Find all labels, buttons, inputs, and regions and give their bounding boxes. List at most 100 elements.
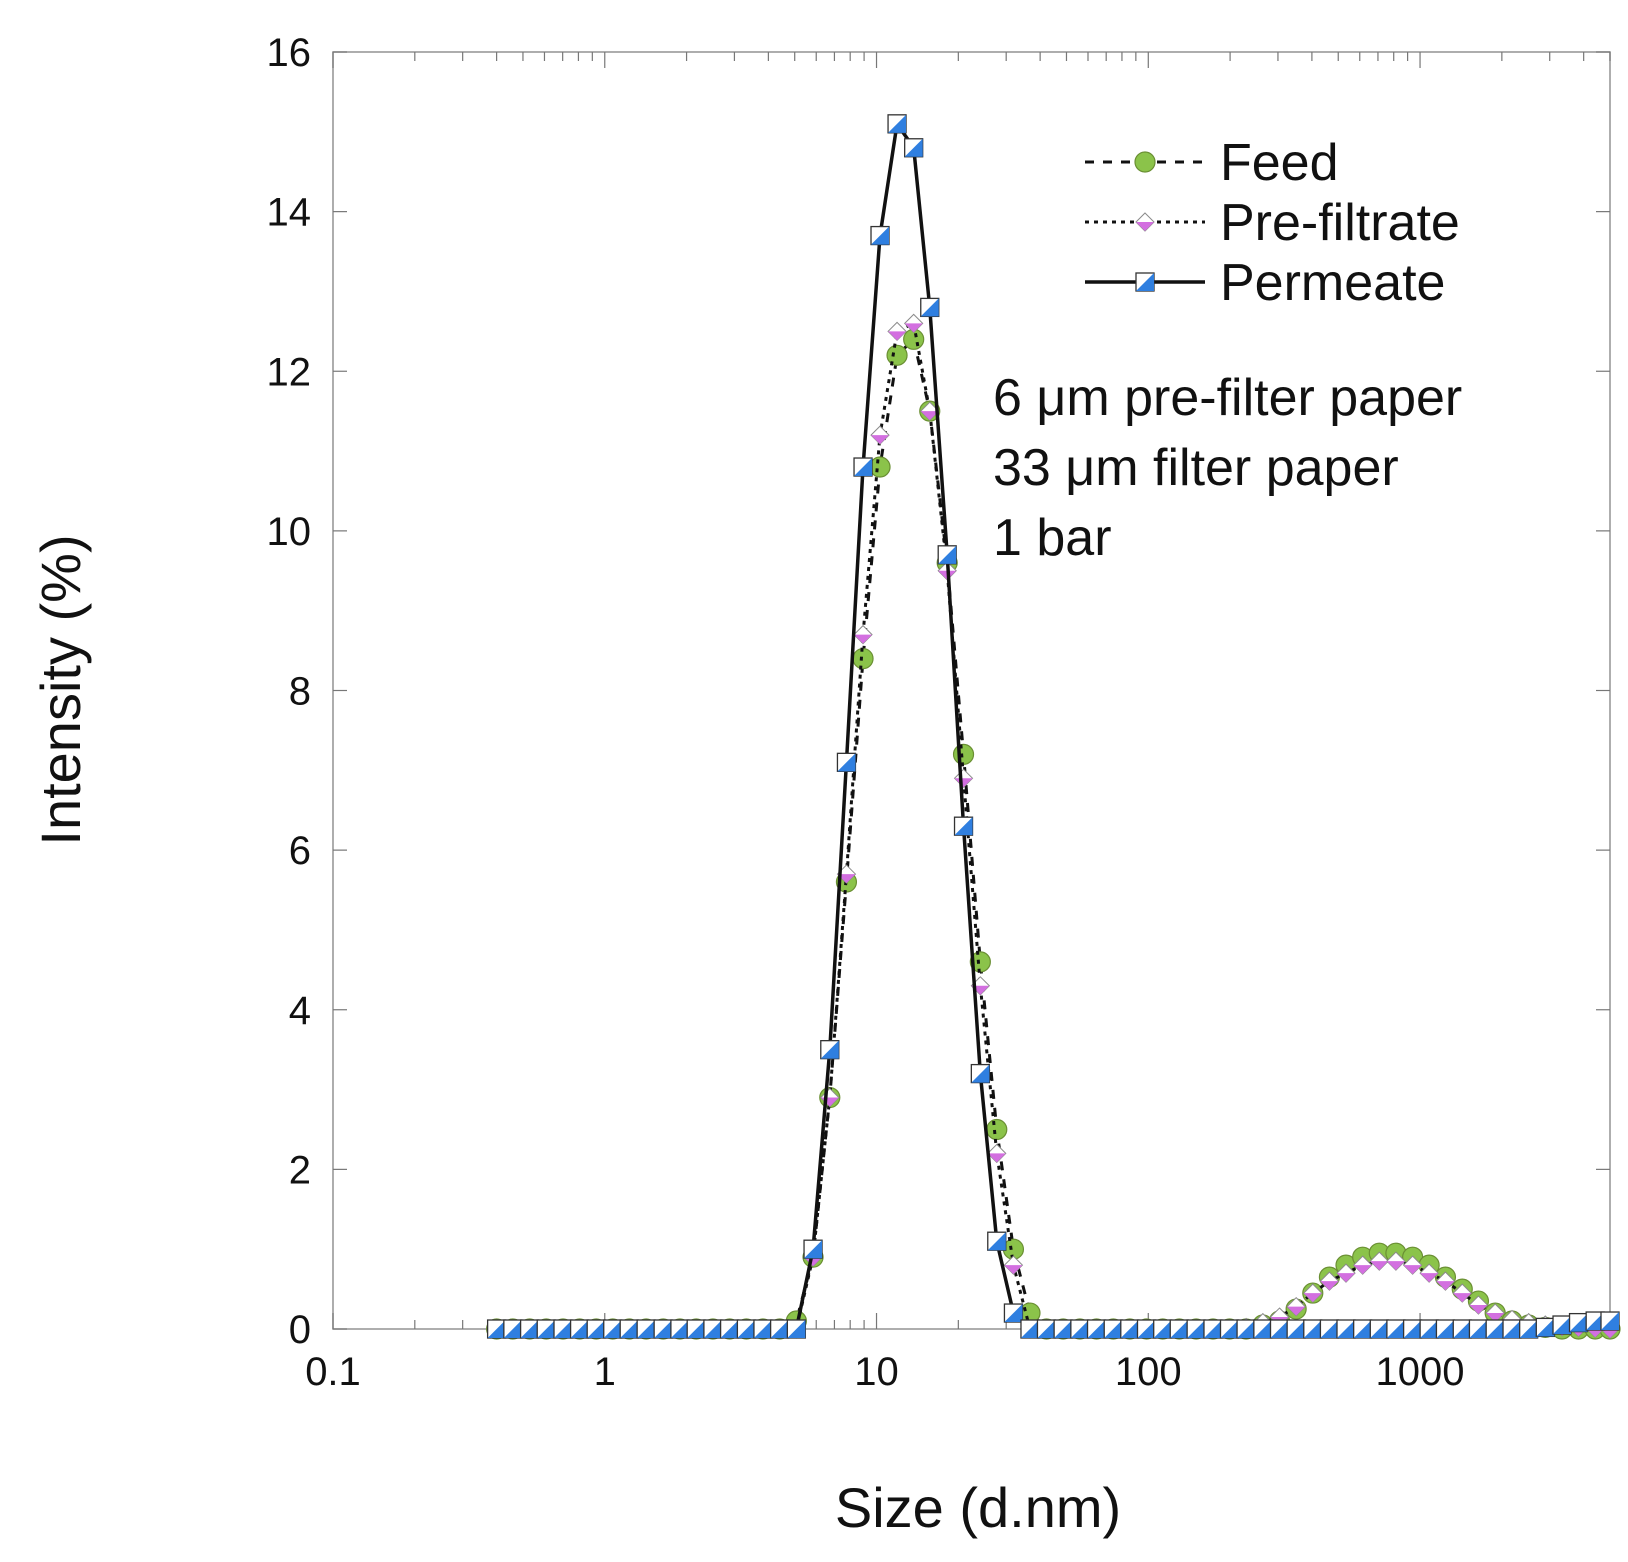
data-point-fill: [787, 1320, 806, 1338]
data-point-fill: [804, 1257, 823, 1267]
data-point-fill: [1153, 1320, 1172, 1338]
series-permeate: [486, 114, 1620, 1339]
y-tick-label: 4: [289, 989, 311, 1033]
data-point-fill: [904, 323, 923, 333]
y-tick-label: 6: [289, 829, 311, 873]
annotation-text: 33 μm filter paper: [993, 439, 1399, 497]
data-point-fill: [1337, 1320, 1356, 1338]
data-point-fill: [1486, 1313, 1505, 1323]
y-tick-label: 16: [267, 31, 312, 75]
data-point-fill: [1353, 1265, 1372, 1275]
data-point-fill: [620, 1320, 639, 1338]
data-point-fill: [1586, 1312, 1605, 1331]
data-point-fill: [1436, 1281, 1455, 1291]
x-axis-title: Size (d.nm): [835, 1476, 1121, 1539]
data-point-fill: [1436, 1320, 1455, 1338]
annotations: 6 μm pre-filter paper 33 μm filter paper 1…: [993, 369, 1462, 567]
data-point-fill: [1420, 1273, 1439, 1283]
data-point-fill: [837, 753, 856, 772]
data-point-fill: [1287, 1320, 1306, 1338]
data-point-fill: [1287, 1306, 1306, 1316]
legend-marker: [1134, 151, 1156, 173]
y-tick-label: 0: [289, 1308, 311, 1352]
data-point-fill: [1553, 1316, 1572, 1335]
data-point-fill: [871, 435, 890, 445]
data-point-fill: [1386, 1320, 1405, 1338]
data-point-fill: [954, 817, 973, 836]
data-point-fill: [1403, 1320, 1422, 1338]
data-point-fill: [888, 114, 907, 133]
data-point-fill: [1519, 1320, 1538, 1338]
data-point-fill: [1337, 1273, 1356, 1283]
data-point-fill: [837, 874, 856, 884]
data-point: [986, 1118, 1008, 1141]
y-tick-label: 8: [289, 670, 311, 714]
data-point-fill: [954, 778, 973, 788]
data-point-fill: [670, 1320, 689, 1338]
data-point-fill: [1303, 1293, 1322, 1303]
legend-marker-fill: [1136, 222, 1154, 231]
x-tick-label: 1: [594, 1350, 616, 1394]
data-point-fill: [1486, 1320, 1505, 1338]
data-point-fill: [804, 1240, 823, 1259]
data-point-fill: [1220, 1320, 1239, 1338]
data-point-fill: [1170, 1320, 1189, 1338]
data-point: [952, 743, 975, 765]
y-tick-labels: 0 2 4 6 8 10 12 14 16: [267, 31, 312, 1352]
data-point-fill: [637, 1320, 656, 1338]
x-tick-label: 100: [1115, 1350, 1182, 1394]
annotation-text: 6 μm pre-filter paper: [993, 369, 1462, 427]
data-point-fill: [1237, 1320, 1256, 1338]
data-point-fill: [1187, 1320, 1206, 1338]
data-point-fill: [1137, 1320, 1156, 1338]
data-point-fill: [854, 634, 873, 644]
data-point-fill: [1120, 1320, 1139, 1338]
y-tick-label: 2: [289, 1148, 311, 1192]
data-point-fill: [554, 1320, 573, 1338]
data-point-fill: [1353, 1320, 1372, 1338]
data-point-fill: [1386, 1261, 1405, 1271]
series-layer: [486, 114, 1621, 1340]
data-point-fill: [1037, 1320, 1056, 1338]
data-point-fill: [1469, 1320, 1488, 1338]
data-point-fill: [1203, 1320, 1222, 1338]
data-point-fill: [1453, 1320, 1472, 1338]
y-tick-label: 12: [267, 350, 312, 394]
data-point-fill: [1070, 1320, 1089, 1338]
data-point-fill: [1320, 1320, 1339, 1338]
data-point-fill: [1270, 1320, 1289, 1338]
data-point-fill: [1020, 1320, 1039, 1338]
data-point-fill: [703, 1320, 722, 1338]
data-point-fill: [1420, 1320, 1439, 1338]
data-point-fill: [603, 1320, 622, 1338]
data-point-fill: [1601, 1329, 1619, 1338]
x-tick-label: 1000: [1376, 1350, 1465, 1394]
y-axis-title: Intensity (%): [29, 534, 92, 845]
data-point-fill: [854, 458, 873, 477]
data-point-fill: [1453, 1293, 1472, 1303]
data-point-fill: [720, 1320, 739, 1338]
data-point-fill: [1004, 1265, 1023, 1275]
data-point-fill: [487, 1320, 506, 1338]
data-point-fill: [1004, 1304, 1023, 1323]
legend-marker-fill: [1136, 273, 1154, 291]
data-point-fill: [1403, 1265, 1422, 1275]
y-tick-label: 14: [267, 191, 312, 235]
legend-label: Permeate: [1220, 254, 1445, 312]
data-point-fill: [1569, 1313, 1588, 1332]
data-point-fill: [520, 1320, 539, 1338]
data-point-fill: [888, 331, 907, 341]
data-point-fill: [1503, 1320, 1522, 1338]
data-point-fill: [1303, 1320, 1322, 1338]
data-point-fill: [1370, 1261, 1389, 1271]
data-point-fill: [920, 411, 939, 421]
data-point-fill: [1320, 1281, 1339, 1291]
data-point-fill: [654, 1320, 673, 1338]
data-point: [869, 456, 891, 478]
data-point-fill: [753, 1320, 772, 1338]
x-tick-label: 10: [854, 1350, 899, 1394]
data-point-fill: [987, 1153, 1006, 1163]
data-point-fill: [537, 1320, 556, 1338]
